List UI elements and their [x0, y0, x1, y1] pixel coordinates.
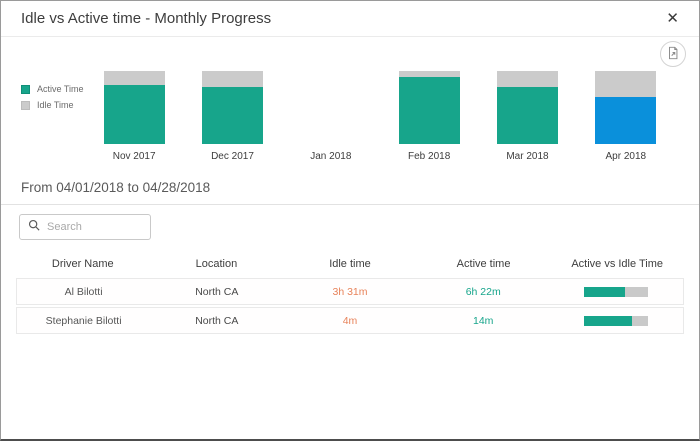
driver-location: North CA — [195, 314, 239, 327]
active-vs-idle-bar — [550, 315, 683, 326]
bar-label: Dec 2017 — [211, 151, 254, 162]
bar-label: Mar 2018 — [506, 151, 549, 162]
date-range-heading: From 04/01/2018 to 04/28/2018 — [1, 174, 699, 205]
bar-label: Jan 2018 — [310, 151, 352, 162]
idle-time-swatch — [21, 100, 30, 110]
chart-legend: Active Time Idle Time — [21, 84, 84, 116]
driver-location: North CA — [195, 285, 239, 298]
idle-time-value: 3h 31m — [332, 285, 368, 298]
bar-label: Nov 2017 — [112, 151, 156, 162]
stacked-bar[interactable] — [103, 71, 165, 144]
stacked-bar-selected[interactable] — [595, 71, 657, 144]
table-header-row: Driver Name Location Idle time Active ti… — [16, 252, 684, 276]
stacked-bar[interactable] — [497, 71, 558, 144]
legend-item-active: Active Time — [21, 84, 84, 94]
legend-label: Active Time — [37, 84, 84, 94]
table-row[interactable]: Al Bilotti North CA 3h 31m 6h 22m — [16, 278, 684, 305]
column-header-location: Location — [195, 258, 238, 270]
idle-time-value: 4m — [342, 314, 358, 327]
stacked-bar[interactable] — [202, 71, 263, 144]
drivers-table: Driver Name Location Idle time Active ti… — [16, 252, 684, 334]
search-icon — [28, 218, 40, 236]
active-time-value: 14m — [472, 314, 494, 327]
search-box[interactable] — [19, 214, 151, 240]
stacked-bar[interactable] — [398, 71, 460, 144]
column-header-active-time: Active time — [456, 258, 511, 270]
table-row[interactable]: Stephanie Bilotti North CA 4m 14m — [16, 307, 684, 334]
bar-label: Feb 2018 — [408, 151, 451, 162]
chart-column-dec: Dec 2017 — [183, 71, 281, 162]
bar-label: Apr 2018 — [605, 151, 647, 162]
active-time-swatch — [21, 84, 30, 94]
active-vs-idle-bar — [550, 286, 683, 297]
chart-column-mar: Mar 2018 — [478, 71, 576, 162]
driver-name: Stephanie Bilotti — [45, 314, 122, 327]
column-header-idle-time: Idle time — [329, 258, 371, 270]
active-time-value: 6h 22m — [465, 285, 501, 298]
chart-column-feb: Feb 2018 — [380, 71, 478, 162]
export-image-icon — [666, 46, 680, 63]
stacked-bar-chart: Nov 2017 Dec 2017 Jan 2018 Feb 2018 Mar … — [85, 71, 675, 162]
monthly-progress-chart: Active Time Idle Time Nov 2017 Dec 2017 … — [1, 37, 699, 165]
column-header-driver-name: Driver Name — [51, 258, 114, 270]
chart-column-apr: Apr 2018 — [577, 71, 675, 162]
driver-name: Al Bilotti — [64, 285, 103, 298]
legend-label: Idle Time — [37, 100, 74, 110]
chart-column-nov: Nov 2017 — [85, 71, 183, 162]
chart-column-jan: Jan 2018 — [282, 71, 380, 162]
export-chart-button[interactable] — [660, 41, 686, 67]
legend-item-idle: Idle Time — [21, 100, 84, 110]
search-input[interactable] — [47, 221, 142, 233]
modal-header: Idle vs Active time - Monthly Progress ✕ — [1, 1, 699, 37]
close-icon[interactable]: ✕ — [662, 7, 683, 30]
page-title: Idle vs Active time - Monthly Progress — [21, 10, 272, 27]
column-header-active-vs-idle: Active vs Idle Time — [571, 258, 664, 270]
